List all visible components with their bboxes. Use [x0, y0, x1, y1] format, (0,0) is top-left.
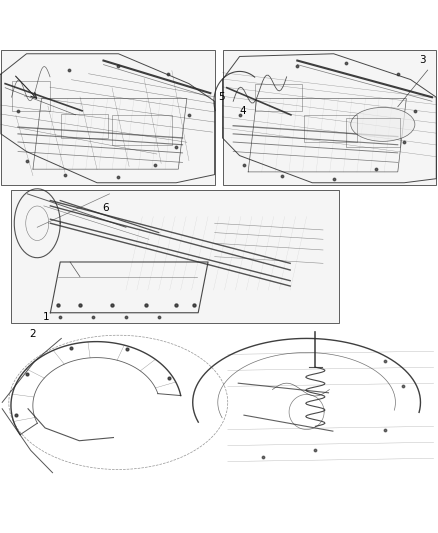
Bar [346, 118, 400, 148]
Bar [223, 50, 436, 185]
Bar [223, 50, 436, 185]
Bar [1, 50, 215, 185]
Bar [11, 190, 339, 324]
Text: 5: 5 [218, 92, 225, 102]
Bar [112, 115, 172, 145]
Text: 1: 1 [42, 312, 49, 322]
Bar [11, 190, 339, 324]
Text: 4: 4 [240, 106, 247, 116]
Bar [11, 81, 50, 111]
Text: 6: 6 [102, 203, 109, 213]
Bar [1, 50, 215, 185]
Bar [304, 115, 357, 142]
Text: 2: 2 [29, 329, 36, 340]
Ellipse shape [351, 107, 415, 141]
Text: 3: 3 [419, 55, 426, 65]
Bar [254, 84, 302, 111]
Bar [61, 114, 108, 138]
